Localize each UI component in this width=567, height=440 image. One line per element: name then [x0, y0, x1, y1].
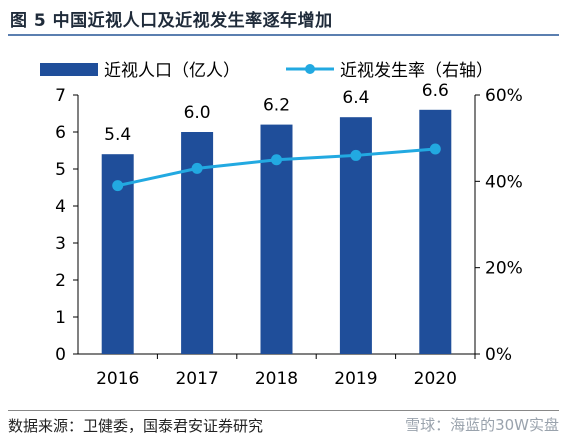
bar-value-label: 6.2	[263, 96, 290, 116]
legend-bar-label: 近视人口（亿人）	[104, 61, 240, 81]
title-divider	[8, 34, 559, 36]
right-tick-label: 60%	[485, 86, 523, 106]
bar-value-label: 6.0	[184, 103, 211, 123]
bar-value-label: 6.6	[422, 81, 449, 101]
left-tick-label: 3	[55, 234, 66, 254]
footer-divider	[8, 410, 559, 411]
bar-series	[101, 109, 452, 354]
x-tick-label: 2020	[414, 369, 457, 389]
bar-value-label: 6.4	[342, 88, 369, 108]
bar-value-label: 5.4	[104, 125, 131, 145]
figure-title: 图 5 中国近视人口及近视发生率逐年增加	[10, 11, 333, 31]
left-tick-label: 2	[55, 271, 66, 291]
left-tick-label: 0	[55, 345, 66, 365]
left-tick-label: 1	[55, 308, 66, 328]
left-tick-label: 6	[55, 123, 66, 143]
bar-data-labels: 5.4 6.0 6.2 6.4 6.6	[104, 81, 449, 145]
rate-point	[191, 162, 203, 174]
source-note: 数据来源：卫健委，国泰君安证券研究	[8, 417, 264, 435]
rate-point	[112, 180, 124, 192]
axes: 0 1 2 3 4 5 6 7 0% 20% 40% 60%	[55, 86, 523, 365]
x-tick-label: 2017	[175, 369, 218, 389]
rate-point	[271, 154, 282, 166]
line-series	[112, 143, 441, 192]
left-tick-label: 4	[55, 197, 66, 217]
rate-point	[429, 143, 441, 155]
x-tick-label: 2019	[334, 369, 377, 389]
left-tick-label: 5	[55, 160, 66, 180]
x-tick-labels: 2016 2017 2018 2019 2020	[96, 369, 457, 389]
right-tick-label: 40%	[485, 172, 523, 192]
right-tick-label: 0%	[485, 345, 512, 365]
legend-bar-swatch	[40, 63, 98, 76]
legend: 近视人口（亿人） 近视发生率（右轴）	[40, 61, 493, 81]
legend-line-marker	[305, 64, 315, 74]
rate-point	[350, 149, 362, 161]
x-tick-label: 2018	[255, 369, 298, 389]
right-tick-label: 20%	[485, 259, 523, 279]
x-tick-label: 2016	[96, 369, 139, 389]
legend-line-label: 近视发生率（右轴）	[340, 61, 493, 81]
left-tick-label: 7	[55, 86, 66, 106]
chart: 近视人口（亿人） 近视发生率（右轴） 0 1 2 3 4 5 6 7 0% 20% 40% 60% 5…	[40, 61, 523, 389]
watermark-text: 雪球：海蓝的30W实盘	[405, 416, 559, 434]
